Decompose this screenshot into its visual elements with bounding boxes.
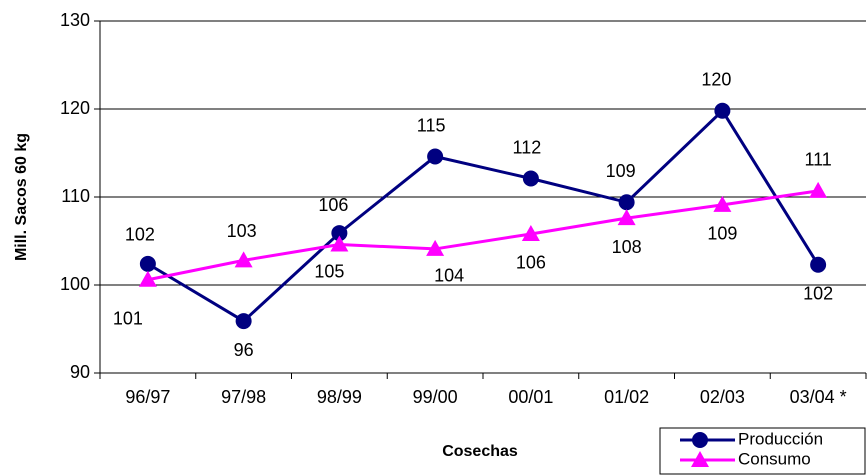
x-tick-label: 97/98	[221, 387, 266, 407]
legend-marker	[692, 432, 708, 448]
legend-label: Consumo	[738, 449, 811, 468]
data-label: 109	[606, 161, 636, 181]
point-marker	[522, 170, 539, 187]
x-tick-label: 96/97	[125, 387, 170, 407]
point-marker	[235, 313, 252, 330]
point-marker	[618, 194, 635, 211]
y-tick-label: 120	[60, 98, 90, 118]
data-label: 111	[804, 150, 831, 170]
data-label: 102	[125, 225, 155, 245]
data-label: 102	[803, 284, 833, 304]
x-tick-label: 02/03	[700, 387, 745, 407]
x-tick-label: 03/04 *	[790, 387, 847, 407]
data-label: 120	[701, 70, 731, 90]
data-label: 115	[417, 115, 446, 135]
point-marker	[713, 195, 732, 212]
point-marker	[521, 224, 540, 241]
data-label: 103	[227, 221, 257, 241]
x-axis-title: Cosechas	[442, 443, 518, 460]
point-marker	[714, 102, 731, 119]
data-label: 101	[113, 308, 143, 328]
series-line	[147, 189, 819, 282]
y-tick-label: 90	[70, 362, 90, 382]
series-line	[147, 108, 820, 323]
data-label: 106	[318, 195, 348, 215]
x-tick-label: 01/02	[604, 387, 649, 407]
y-tick-label: 130	[60, 10, 90, 30]
data-label: 104	[434, 266, 464, 286]
point-marker	[330, 235, 349, 252]
point-marker	[427, 148, 444, 165]
data-label: 96	[234, 340, 254, 360]
y-tick-label: 110	[61, 186, 90, 206]
point-marker	[234, 251, 253, 268]
legend-label: Producción	[738, 429, 823, 448]
y-tick-label: 100	[60, 274, 90, 294]
data-label: 106	[516, 253, 546, 273]
x-tick-label: 99/00	[413, 387, 458, 407]
data-label: 112	[513, 137, 542, 157]
data-label: 108	[612, 237, 642, 257]
point-marker	[617, 209, 636, 226]
point-marker	[809, 181, 828, 198]
y-axis-title: Mill. Sacos 60 kg	[13, 133, 30, 261]
point-marker	[331, 225, 348, 242]
point-marker	[139, 255, 156, 272]
point-marker	[810, 256, 827, 273]
x-tick-label: 00/01	[508, 387, 553, 407]
data-label: 109	[707, 224, 737, 244]
data-label: 105	[314, 261, 344, 281]
legend-marker	[691, 451, 709, 467]
point-marker	[426, 239, 445, 256]
x-tick-label: 98/99	[317, 387, 362, 407]
point-marker	[138, 270, 157, 287]
